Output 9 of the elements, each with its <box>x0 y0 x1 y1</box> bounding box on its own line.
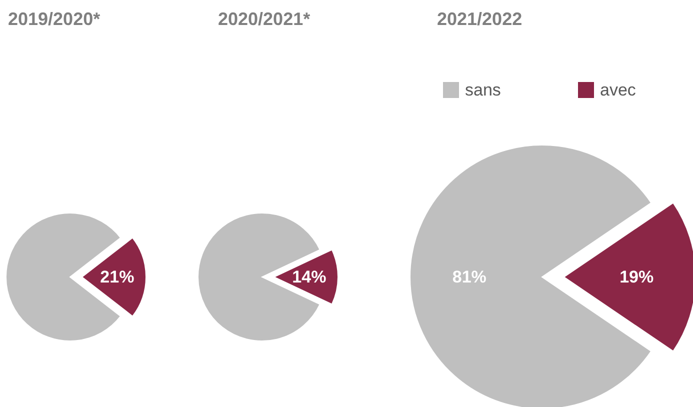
data-label: 81% <box>452 268 486 286</box>
data-label: 21% <box>100 268 134 286</box>
legend-label: sans <box>465 80 501 100</box>
chart-title: 2019/2020* <box>8 9 100 29</box>
chart-title: 2021/2022 <box>437 9 522 29</box>
chart-title: 2020/2021* <box>218 9 310 29</box>
data-label: 14% <box>292 268 326 286</box>
data-label: 19% <box>620 268 654 286</box>
legend-label: avec <box>600 80 636 100</box>
